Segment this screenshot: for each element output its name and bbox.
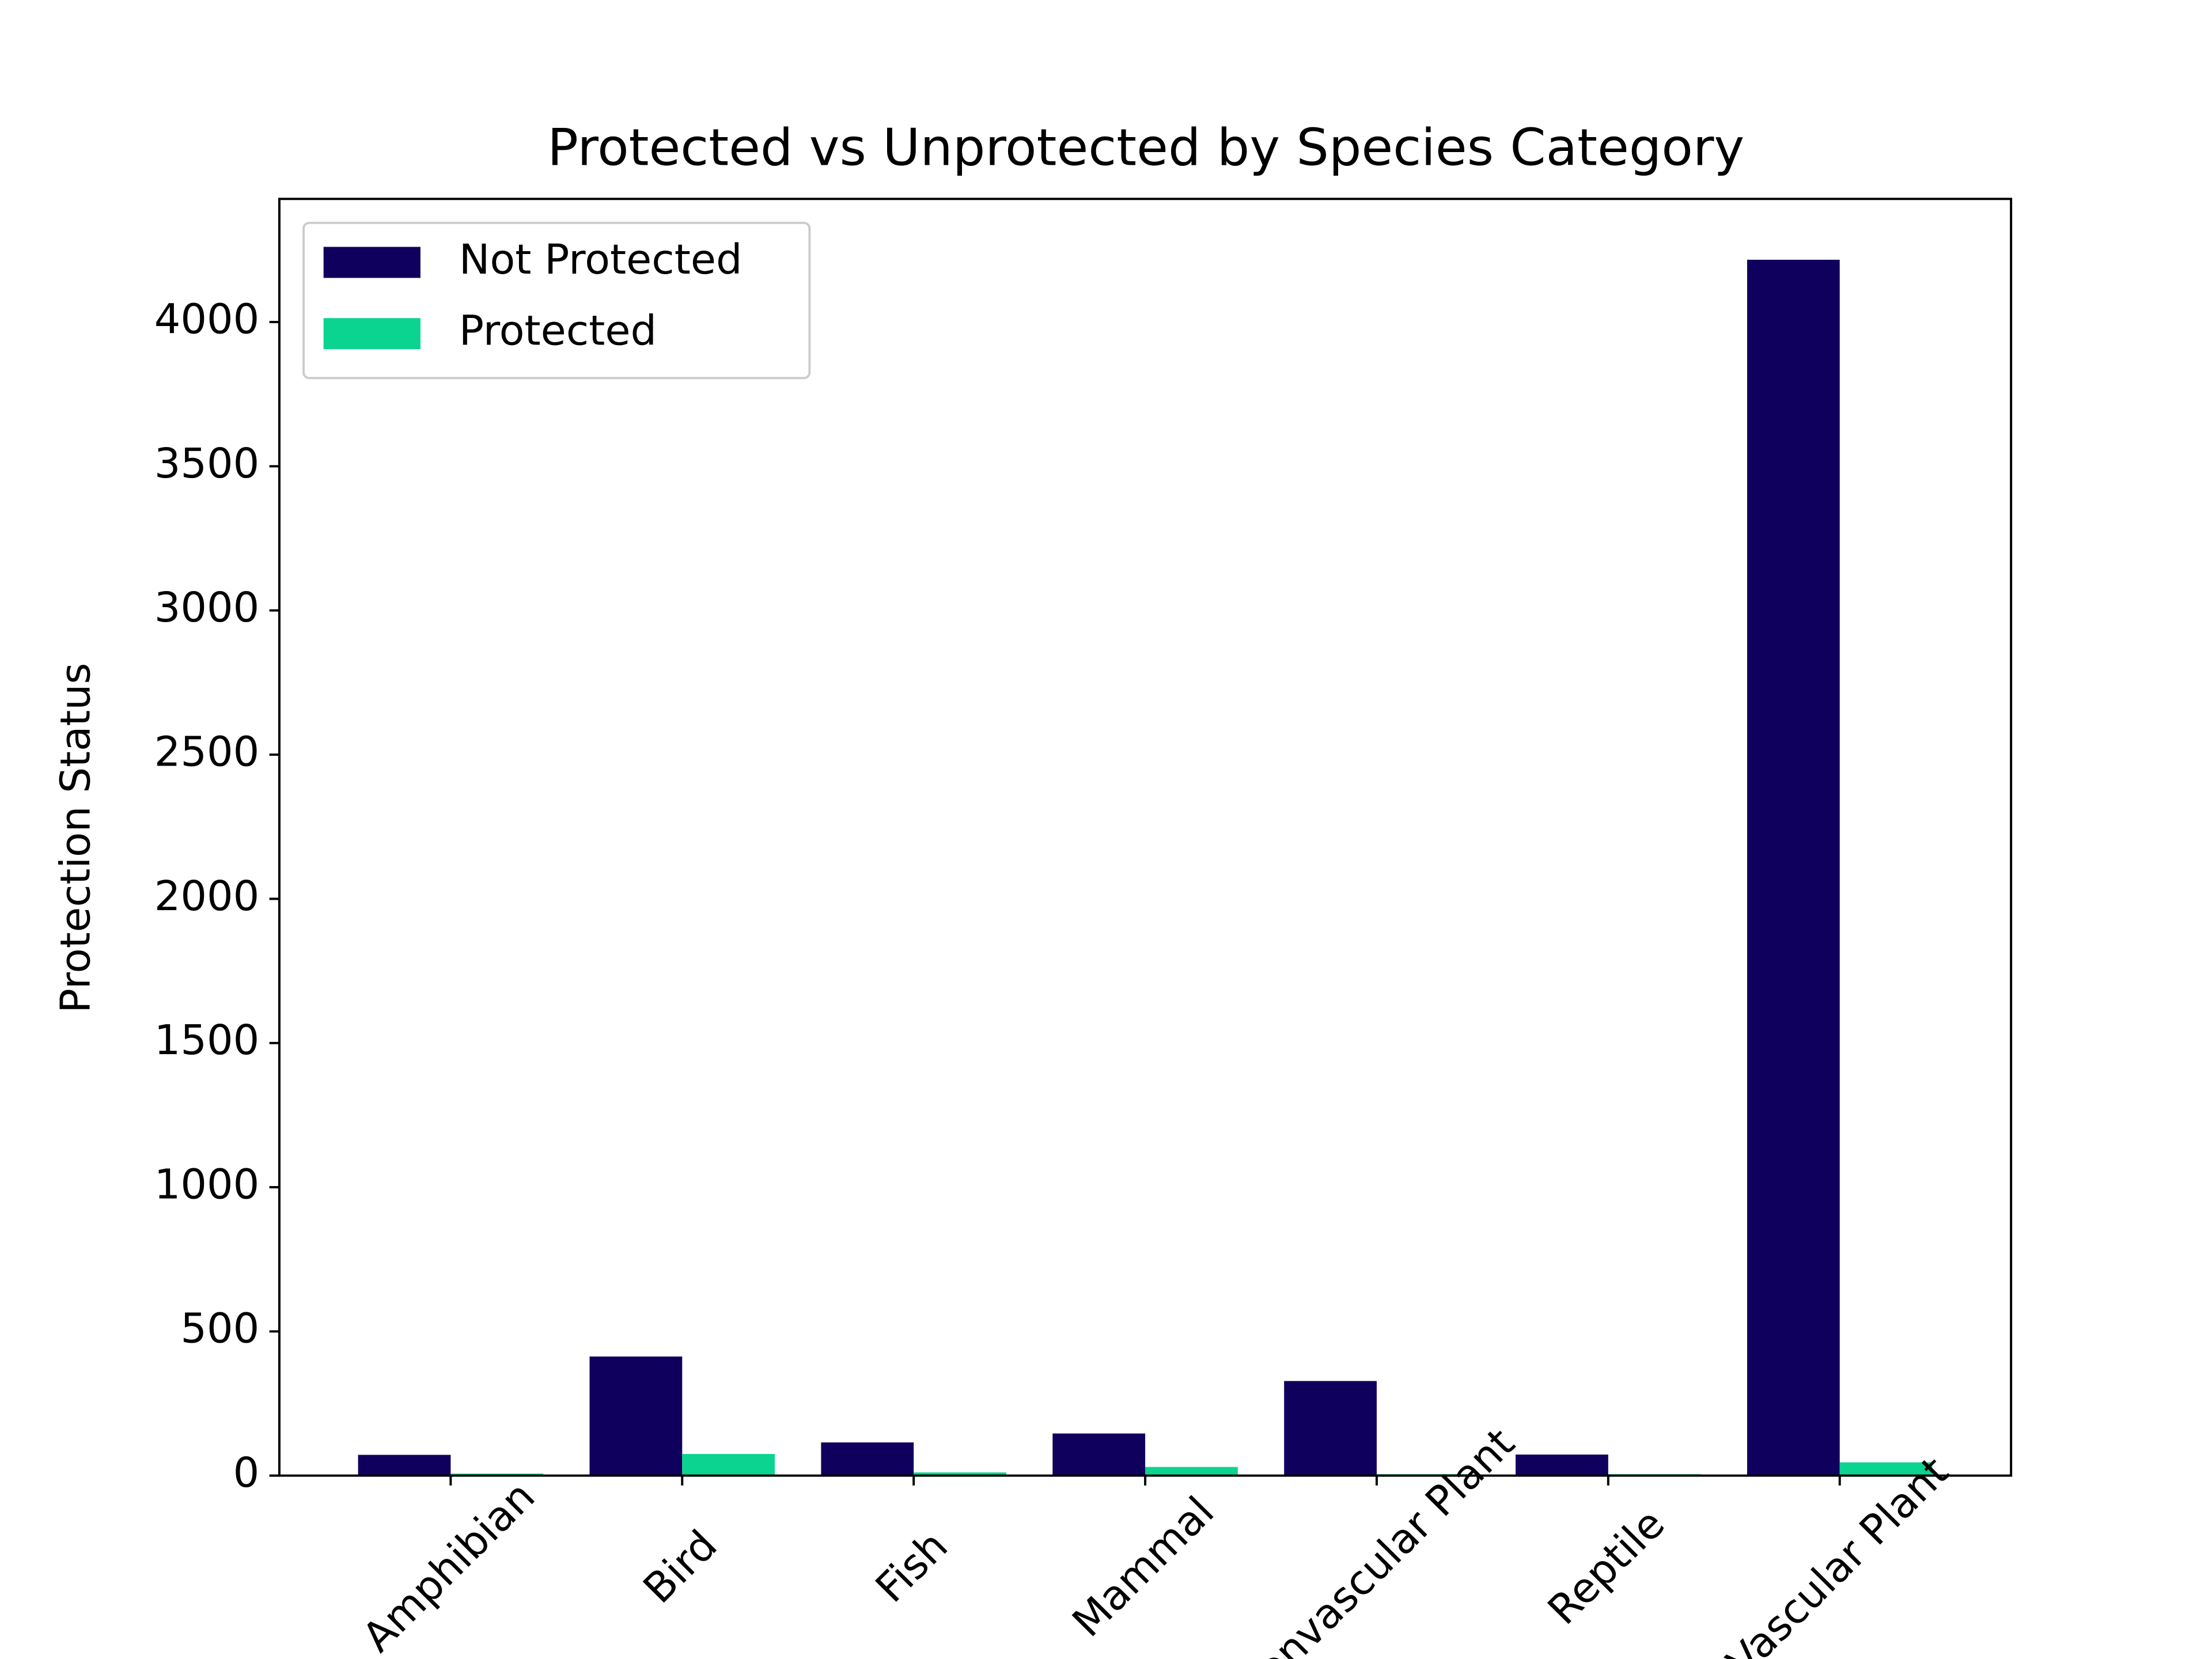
plot-frame (278, 198, 2013, 1477)
bar (914, 1472, 1006, 1476)
bar (821, 1442, 914, 1476)
y-tick-label: 4000 (154, 296, 260, 343)
x-tick-label: Bird (634, 1521, 726, 1612)
y-tick-label: 0 (233, 1449, 260, 1497)
x-tick-label: Fish (866, 1522, 957, 1612)
bar (1052, 1433, 1146, 1476)
x-tick-label: Vascular Plant (1718, 1448, 1958, 1659)
legend-swatch (323, 318, 421, 350)
legend-label: Not Protected (459, 236, 743, 283)
bar (682, 1454, 775, 1476)
x-tick-label: Mammal (1063, 1487, 1224, 1646)
chart-title: Protected vs Unprotected by Species Cate… (547, 118, 1744, 177)
y-axis-label: Protection Status (51, 663, 99, 1013)
bar (1145, 1467, 1238, 1476)
bar (1516, 1455, 1608, 1476)
y-tick-label: 3000 (154, 584, 260, 631)
y-tick-label: 1000 (154, 1161, 260, 1209)
bar (589, 1356, 683, 1476)
x-tick-label: Reptile (1539, 1500, 1674, 1634)
bar (1747, 259, 1840, 1476)
legend-label: Protected (459, 307, 657, 355)
y-tick-label: 1500 (154, 1016, 260, 1064)
legend-swatch (323, 247, 421, 278)
legend: Not Protected Protected (302, 221, 811, 380)
bar (1284, 1381, 1377, 1476)
y-tick-label: 500 (180, 1305, 259, 1353)
legend-box (302, 221, 811, 380)
y-tick-label: 2500 (154, 728, 260, 776)
bar (1839, 1462, 1933, 1476)
y-tick-label: 3500 (154, 440, 260, 487)
x-tick-label: Amphibian (353, 1472, 544, 1659)
bar (358, 1455, 451, 1476)
y-tick-label: 2000 (154, 872, 260, 920)
